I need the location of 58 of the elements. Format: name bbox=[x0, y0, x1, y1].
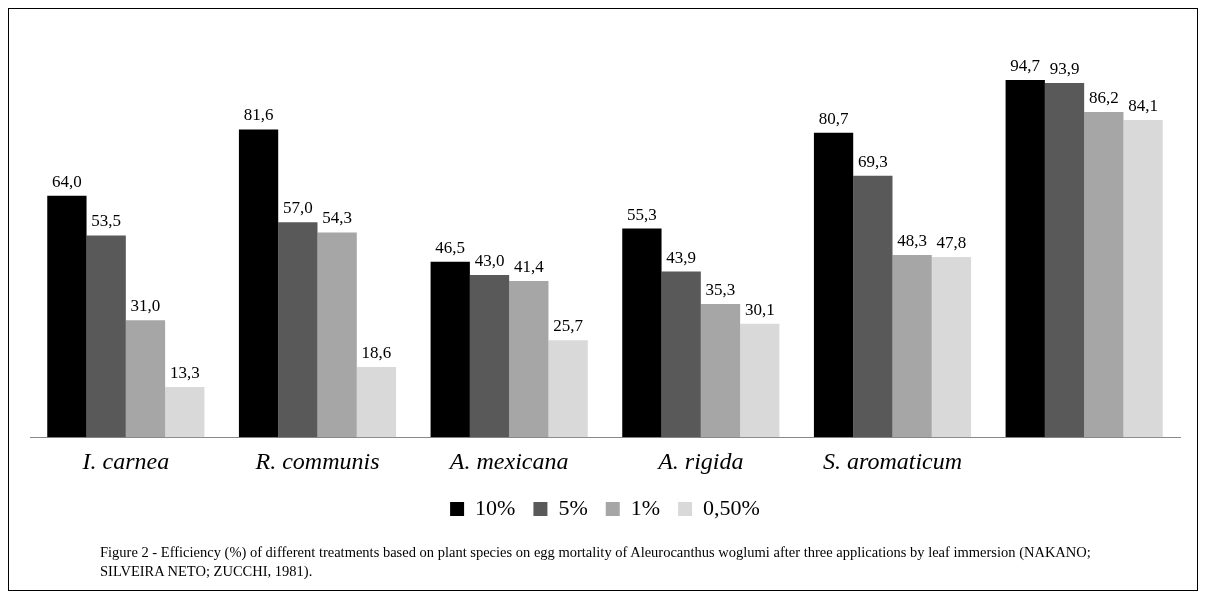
data-label: 47,8 bbox=[936, 232, 967, 252]
bar bbox=[165, 387, 205, 438]
bar bbox=[1044, 83, 1085, 438]
bar bbox=[469, 275, 510, 438]
bar bbox=[1084, 112, 1124, 438]
data-label: 86,2 bbox=[1088, 88, 1119, 108]
data-label: 64,0 bbox=[52, 171, 82, 191]
data-label: 46,5 bbox=[435, 237, 466, 257]
bar bbox=[700, 304, 741, 438]
bar bbox=[740, 323, 780, 438]
bar bbox=[125, 320, 166, 438]
data-label: 25,7 bbox=[553, 316, 584, 336]
data-label: 55,3 bbox=[627, 204, 657, 224]
bar bbox=[356, 367, 397, 438]
bar bbox=[509, 281, 549, 438]
data-label: 31,0 bbox=[130, 296, 161, 316]
bar bbox=[278, 222, 318, 438]
data-label: 53,5 bbox=[91, 211, 122, 231]
bar bbox=[853, 175, 893, 438]
legend-label: 0,50% bbox=[703, 494, 760, 520]
data-label: 35,3 bbox=[705, 280, 736, 300]
data-label: 81,6 bbox=[243, 105, 274, 125]
bar bbox=[47, 195, 87, 438]
caption: Figure 2 - Efficiency (%) of different treatments based on plant species on egg mortality of Aleurocanthus woglumi after three applications by leaf immersion (NAKANO; SILVEIRA NETO; ZUCCHI, 1981). bbox=[100, 543, 1092, 581]
bar bbox=[813, 132, 854, 438]
legend-label: 10% bbox=[475, 494, 516, 520]
x-tick-label: I. carnea bbox=[81, 447, 170, 474]
data-label: 94,7 bbox=[1010, 55, 1041, 75]
bar bbox=[430, 261, 470, 438]
bar bbox=[317, 232, 357, 438]
data-label: 54,3 bbox=[322, 208, 353, 228]
x-tick-label: R. communis bbox=[254, 447, 380, 474]
bar bbox=[931, 256, 972, 438]
bar bbox=[548, 340, 588, 438]
bar bbox=[1005, 79, 1045, 438]
x-tick-label: S. aromaticum bbox=[822, 447, 963, 474]
bar bbox=[238, 129, 279, 438]
data-label: 48,3 bbox=[897, 230, 928, 250]
data-label: 13,3 bbox=[169, 363, 200, 382]
data-label: 43,9 bbox=[666, 247, 697, 267]
data-label: 43,0 bbox=[474, 250, 505, 270]
data-label: 18,6 bbox=[361, 343, 392, 363]
data-label: 57,0 bbox=[282, 198, 313, 218]
data-label: 41,4 bbox=[513, 257, 545, 277]
bar bbox=[661, 271, 701, 438]
data-label: 84,1 bbox=[1128, 95, 1158, 115]
x-tick-label: A. rigida bbox=[656, 447, 744, 474]
x-tick-label: A. mexicana bbox=[447, 447, 569, 474]
data-label: 69,3 bbox=[857, 151, 888, 171]
data-label: 93,9 bbox=[1049, 58, 1080, 78]
legend-label: 1% bbox=[630, 494, 661, 520]
bar bbox=[86, 235, 126, 438]
data-label: 80,7 bbox=[818, 108, 849, 128]
data-label: 30,1 bbox=[744, 299, 775, 319]
legend-label: 5% bbox=[558, 494, 588, 520]
bar bbox=[622, 228, 662, 438]
bar bbox=[1123, 119, 1163, 438]
bar bbox=[892, 255, 932, 438]
